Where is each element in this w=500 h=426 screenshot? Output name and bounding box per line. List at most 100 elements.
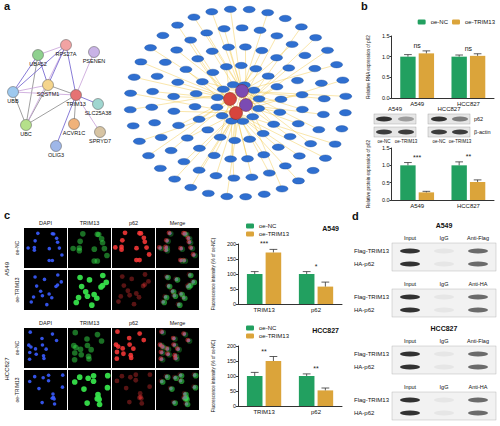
svg-text:p62: p62 [474, 116, 483, 122]
svg-text:0: 0 [233, 403, 236, 409]
svg-text:d: d [352, 210, 359, 222]
svg-text:Input: Input [404, 338, 417, 344]
svg-text:100: 100 [227, 271, 236, 277]
svg-text:a: a [4, 0, 11, 12]
svg-text:TRIM13: TRIM13 [253, 409, 275, 415]
svg-text:SPRYD7: SPRYD7 [89, 138, 111, 144]
svg-text:TRIM13: TRIM13 [80, 220, 100, 226]
svg-text:β-actin: β-actin [474, 129, 491, 135]
svg-text:ns: ns [465, 45, 473, 52]
svg-text:DAPI: DAPI [39, 220, 52, 226]
svg-text:Anti-HA: Anti-HA [469, 281, 488, 287]
svg-text:c: c [4, 209, 10, 221]
svg-text:oe-TRIM13: oe-TRIM13 [14, 277, 20, 302]
svg-text:p62: p62 [129, 220, 138, 226]
svg-text:p62: p62 [311, 307, 322, 313]
svg-text:1.5: 1.5 [382, 145, 390, 151]
svg-text:oe-TRIM13: oe-TRIM13 [259, 333, 290, 339]
svg-text:Flag-TRIM13: Flag-TRIM13 [354, 397, 390, 403]
svg-text:A549: A549 [436, 222, 453, 229]
svg-text:***: *** [260, 240, 268, 247]
svg-text:ACVR1C: ACVR1C [63, 130, 85, 136]
svg-text:IgG: IgG [440, 384, 449, 390]
svg-text:oe-TRIM13: oe-TRIM13 [14, 377, 20, 402]
svg-text:oe-NC: oe-NC [14, 340, 20, 355]
svg-text:UBC: UBC [20, 131, 32, 137]
svg-text:A549: A549 [410, 203, 425, 209]
svg-text:p62: p62 [129, 320, 138, 326]
svg-text:UBB: UBB [7, 98, 19, 104]
svg-text:Fluorescence intensity (% of o: Fluorescence intensity (% of oe-NC) [211, 237, 216, 310]
svg-text:IgG: IgG [440, 281, 449, 287]
svg-text:50: 50 [230, 388, 236, 394]
svg-text:IgG: IgG [440, 235, 449, 241]
svg-text:IgG: IgG [440, 338, 449, 344]
svg-text:oe-NC: oe-NC [431, 19, 449, 25]
svg-text:oe-NC: oe-NC [259, 223, 277, 229]
svg-text:oe-NC: oe-NC [432, 139, 446, 144]
svg-text:OLIG3: OLIG3 [48, 152, 64, 158]
svg-text:0.5: 0.5 [382, 180, 390, 186]
svg-text:b: b [361, 0, 368, 12]
svg-text:Flag-TRIM13: Flag-TRIM13 [354, 294, 390, 300]
svg-text:0.0: 0.0 [382, 95, 390, 101]
svg-text:UBA52: UBA52 [29, 61, 46, 67]
svg-text:A549: A549 [4, 261, 10, 276]
svg-text:HA-p62: HA-p62 [354, 307, 375, 313]
svg-text:oe-TRIM13: oe-TRIM13 [259, 231, 290, 237]
svg-text:Flag-TRIM13: Flag-TRIM13 [354, 248, 390, 254]
svg-text:Anti-HA: Anti-HA [469, 384, 488, 390]
svg-text:Merge: Merge [170, 320, 186, 326]
svg-text:1.0: 1.0 [382, 162, 390, 168]
svg-text:p62: p62 [311, 409, 322, 415]
svg-text:Relative RNA expression of p62: Relative RNA expression of p62 [366, 35, 371, 99]
svg-text:100: 100 [227, 373, 236, 379]
svg-text:oe-NC: oe-NC [377, 139, 391, 144]
svg-text:DAPI: DAPI [39, 320, 52, 326]
svg-text:RPS27A: RPS27A [55, 51, 76, 57]
svg-text:0.0: 0.0 [382, 197, 390, 203]
svg-text:Input: Input [404, 384, 417, 390]
svg-text:oe-TRIM13: oe-TRIM13 [395, 139, 418, 144]
svg-text:*: * [315, 263, 318, 270]
svg-text:SQSTM1: SQSTM1 [37, 91, 60, 97]
svg-text:TRIM13: TRIM13 [253, 307, 275, 313]
svg-text:oe-TRIM13: oe-TRIM13 [449, 139, 472, 144]
svg-text:0.5: 0.5 [382, 74, 390, 80]
svg-text:TRIM13: TRIM13 [80, 320, 100, 326]
svg-text:A549: A549 [388, 106, 403, 112]
svg-text:Input: Input [404, 281, 417, 287]
svg-text:HCC827: HCC827 [4, 357, 10, 381]
svg-text:150: 150 [227, 256, 236, 262]
svg-text:HCC827: HCC827 [457, 203, 481, 209]
svg-text:oe-TRIM13: oe-TRIM13 [465, 19, 496, 25]
svg-text:A549: A549 [410, 101, 425, 107]
svg-text:Input: Input [404, 235, 417, 241]
svg-text:HCC827: HCC827 [457, 101, 481, 107]
svg-text:Relative protein expression of: Relative protein expression of p62 [366, 139, 371, 208]
svg-text:1.0: 1.0 [382, 54, 390, 60]
svg-text:oe-NC: oe-NC [14, 240, 20, 255]
svg-text:150: 150 [227, 358, 236, 364]
svg-text:50: 50 [230, 286, 236, 292]
svg-text:200: 200 [227, 343, 236, 349]
svg-text:SLC25A38: SLC25A38 [85, 110, 112, 116]
svg-text:0: 0 [233, 301, 236, 307]
svg-text:**: ** [466, 153, 472, 160]
svg-text:HA-p62: HA-p62 [354, 410, 375, 416]
svg-text:TRIM13: TRIM13 [66, 101, 86, 107]
svg-text:***: *** [413, 154, 421, 161]
svg-text:ns: ns [413, 42, 421, 49]
svg-text:HCC827: HCC827 [312, 327, 339, 334]
svg-text:HA-p62: HA-p62 [354, 261, 375, 267]
svg-text:Flag-TRIM13: Flag-TRIM13 [354, 351, 390, 357]
svg-text:1.5: 1.5 [382, 33, 390, 39]
svg-text:Merge: Merge [170, 220, 186, 226]
svg-text:200: 200 [227, 241, 236, 247]
svg-text:Anti-Flag: Anti-Flag [467, 235, 489, 241]
svg-text:oe-NC: oe-NC [259, 325, 277, 331]
svg-text:Anti-Flag: Anti-Flag [467, 338, 489, 344]
svg-text:**: ** [261, 348, 267, 355]
svg-text:A549: A549 [322, 225, 339, 232]
svg-text:**: ** [313, 365, 319, 372]
